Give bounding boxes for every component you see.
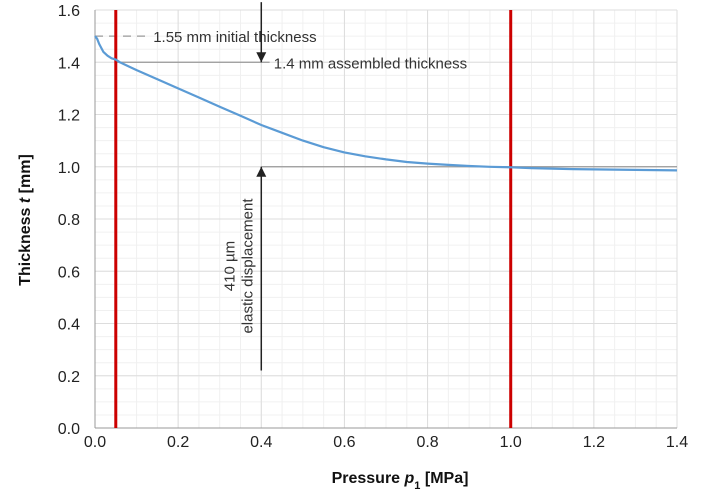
y-tick-label: 1.4 [58, 55, 80, 72]
annotations: 1.55 mm initial thickness 1.4 mm assemble… [95, 29, 677, 168]
displacement-value-label: 410 µm [221, 241, 238, 291]
y-tick-label: 1.6 [58, 3, 80, 20]
x-tick-label: 0.0 [84, 434, 106, 451]
y-tick-label: 0.0 [58, 421, 80, 438]
y-tick-label: 0.4 [58, 317, 80, 334]
x-tick-label: 0.8 [416, 434, 438, 451]
displacement-arrowhead-down [256, 52, 267, 63]
assembled-thickness-label: 1.4 mm assembled thickness [274, 55, 467, 72]
displacement-arrowhead-up [256, 166, 267, 177]
y-axis-title: Thickness t [mm] [17, 154, 34, 286]
y-tick-label: 0.6 [58, 264, 80, 281]
series [94, 35, 678, 172]
initial-thickness-label: 1.55 mm initial thickness [153, 29, 316, 46]
y-tick-label: 1.0 [58, 160, 80, 177]
thickness-curve [94, 35, 678, 172]
y-axis-ticks: 0.0 0.2 0.4 0.6 0.8 1.0 1.2 1.4 1.6 [58, 3, 80, 438]
x-tick-label: 1.2 [583, 434, 605, 451]
displacement-description-label: elastic displacement [239, 198, 256, 334]
y-tick-label: 1.2 [58, 108, 80, 125]
x-axis-title: Pressure p1 [MPa] [332, 470, 469, 490]
x-tick-label: 1.0 [500, 434, 522, 451]
elastic-displacement-annotation: 410 µm elastic displacement [221, 2, 267, 371]
y-tick-label: 0.8 [58, 212, 80, 229]
x-tick-label: 0.4 [250, 434, 272, 451]
y-tick-label: 0.2 [58, 369, 80, 386]
x-tick-label: 1.4 [666, 434, 688, 451]
plot-frame [94, 10, 677, 429]
x-axis-ticks: 0.0 0.2 0.4 0.6 0.8 1.0 1.2 1.4 [84, 434, 688, 451]
vertical-markers [114, 10, 513, 428]
x-tick-label: 0.6 [333, 434, 355, 451]
x-tick-label: 0.2 [167, 434, 189, 451]
